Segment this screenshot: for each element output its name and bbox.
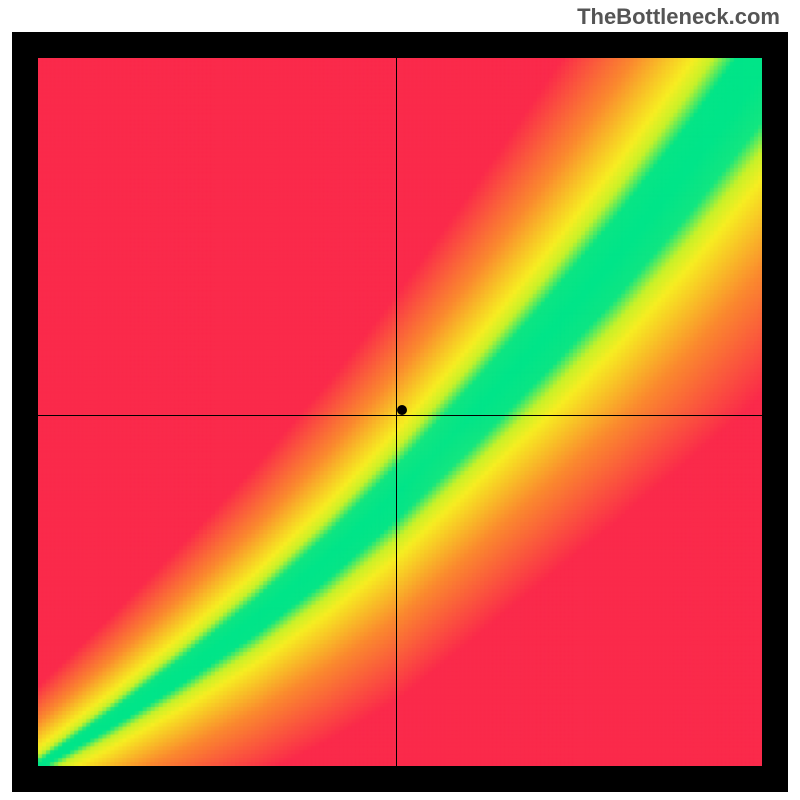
attribution-text: TheBottleneck.com (577, 4, 780, 30)
plot-area (38, 58, 762, 766)
data-point-marker (397, 405, 407, 415)
crosshair-horizontal (38, 415, 762, 416)
chart-container: TheBottleneck.com (0, 0, 800, 800)
